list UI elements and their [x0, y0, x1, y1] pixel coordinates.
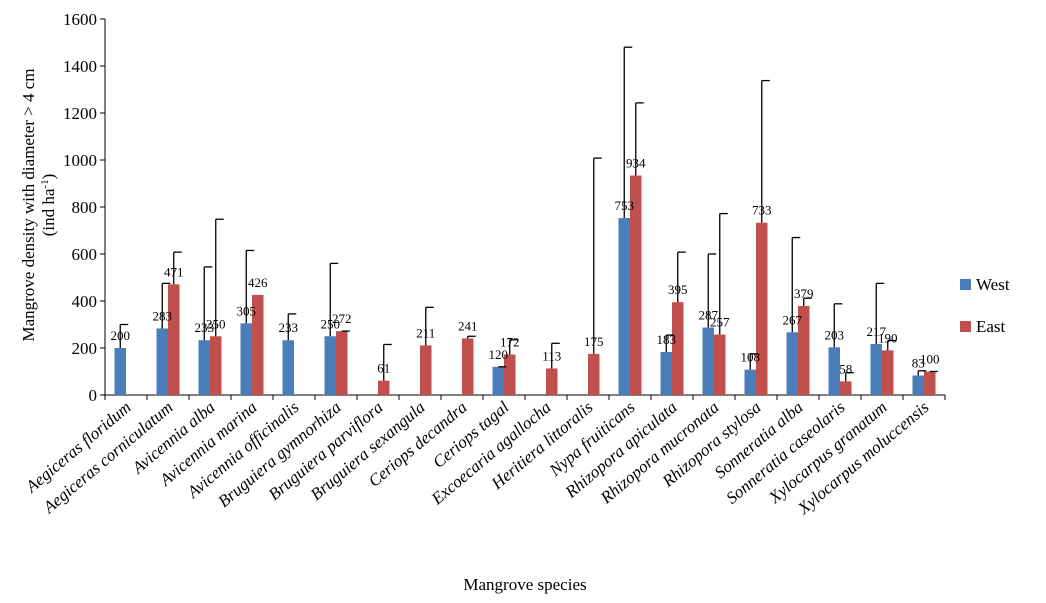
- data-label-west: 753: [615, 198, 635, 213]
- data-label-west: 250: [321, 316, 341, 331]
- bar-east: [840, 381, 852, 395]
- bar-west: [702, 327, 714, 395]
- bar-east: [714, 334, 726, 395]
- legend-label-east: East: [976, 317, 1006, 336]
- data-label-west: 203: [825, 327, 845, 342]
- data-label-west: 305: [237, 303, 257, 318]
- y-axis-label-line1: Mangrove density with diameter > 4 cm: [19, 68, 38, 341]
- data-label-west: 120: [489, 347, 509, 362]
- data-label-west: 217: [867, 324, 887, 339]
- data-label-west: 283: [153, 308, 173, 323]
- bar-east: [630, 175, 642, 395]
- bar-east: [210, 336, 222, 395]
- data-label-west: 183: [657, 332, 677, 347]
- y-tick-label: 1600: [63, 10, 97, 29]
- error-bars: [119, 46, 938, 382]
- legend-swatch-east: [960, 321, 971, 332]
- data-label-east: 211: [416, 325, 435, 340]
- data-label-west: 83: [912, 355, 925, 370]
- data-label-east: 272: [332, 311, 352, 326]
- bar-west: [492, 366, 504, 395]
- y-tick-label: 600: [72, 245, 98, 264]
- legend-label-west: West: [976, 275, 1010, 294]
- axes: [100, 18, 946, 400]
- y-tick-labels: 0 200 400 600 800 1000 1200 1400 1600: [63, 10, 97, 405]
- bar-west: [198, 340, 210, 395]
- y-tick-label: 1400: [63, 57, 97, 76]
- bar-east: [252, 294, 264, 395]
- data-label-east: 190: [878, 330, 898, 345]
- data-label-west: 287: [699, 308, 719, 323]
- bar-east: [756, 222, 768, 395]
- y-tick-label: 1000: [63, 151, 97, 170]
- bar-west: [618, 218, 630, 395]
- bar-east: [336, 331, 348, 395]
- bar-east: [882, 350, 894, 395]
- data-label-east: 379: [794, 286, 814, 301]
- bar-west: [114, 348, 126, 395]
- y-axis-label-line2: (ind ha-1): [39, 174, 58, 237]
- bar-east: [504, 354, 516, 395]
- data-label-west: 267: [783, 312, 803, 327]
- bar-west: [282, 340, 294, 395]
- data-label-east: 471: [164, 264, 184, 279]
- bar-west: [828, 347, 840, 395]
- data-label-west: 108: [741, 350, 761, 365]
- bar-west: [660, 351, 672, 395]
- bar-east: [798, 305, 810, 395]
- y-tick-label: 800: [72, 198, 98, 217]
- data-label-west: 200: [111, 328, 131, 343]
- data-label-east: 100: [920, 352, 940, 367]
- data-label-east: 257: [710, 315, 730, 330]
- bar-west: [744, 369, 756, 395]
- bar-east: [378, 380, 390, 395]
- bar-west: [912, 375, 924, 395]
- y-tick-label: 200: [72, 339, 98, 358]
- bar-east: [168, 284, 180, 395]
- bar-west: [156, 328, 168, 395]
- data-label-east: 934: [626, 156, 646, 171]
- y-tick-label: 400: [72, 292, 98, 311]
- bar-east: [420, 345, 432, 395]
- data-label-east: 175: [584, 334, 604, 349]
- y-tick-label: 1200: [63, 104, 97, 123]
- data-label-east: 733: [752, 203, 772, 218]
- bar-east: [588, 353, 600, 395]
- data-label-west: 233: [279, 320, 299, 335]
- data-label-east: 113: [542, 348, 561, 363]
- y-tick-label: 0: [89, 386, 98, 405]
- bars: [114, 175, 936, 395]
- data-label-west: 233: [195, 320, 215, 335]
- legend-swatch-west: [960, 279, 971, 290]
- bar-east: [546, 368, 558, 395]
- data-label-east: 58: [839, 361, 852, 376]
- bar-west: [870, 344, 882, 395]
- bar-east: [924, 371, 936, 395]
- bar-west: [240, 323, 252, 395]
- data-label-east: 250: [206, 316, 226, 331]
- data-label-east: 61: [377, 361, 390, 376]
- data-label-east: 241: [458, 318, 478, 333]
- legend: West East: [960, 275, 1010, 336]
- bar-west: [324, 336, 336, 395]
- data-label-east: 426: [248, 275, 268, 290]
- bar-east: [672, 302, 684, 395]
- data-label-east: 395: [668, 282, 688, 297]
- data-label-east: 172: [500, 335, 520, 350]
- y-axis-label: Mangrove density with diameter > 4 cm (i…: [19, 68, 58, 341]
- x-axis-label: Mangrove species: [463, 575, 586, 594]
- bar-east: [462, 338, 474, 395]
- bar-west: [786, 332, 798, 395]
